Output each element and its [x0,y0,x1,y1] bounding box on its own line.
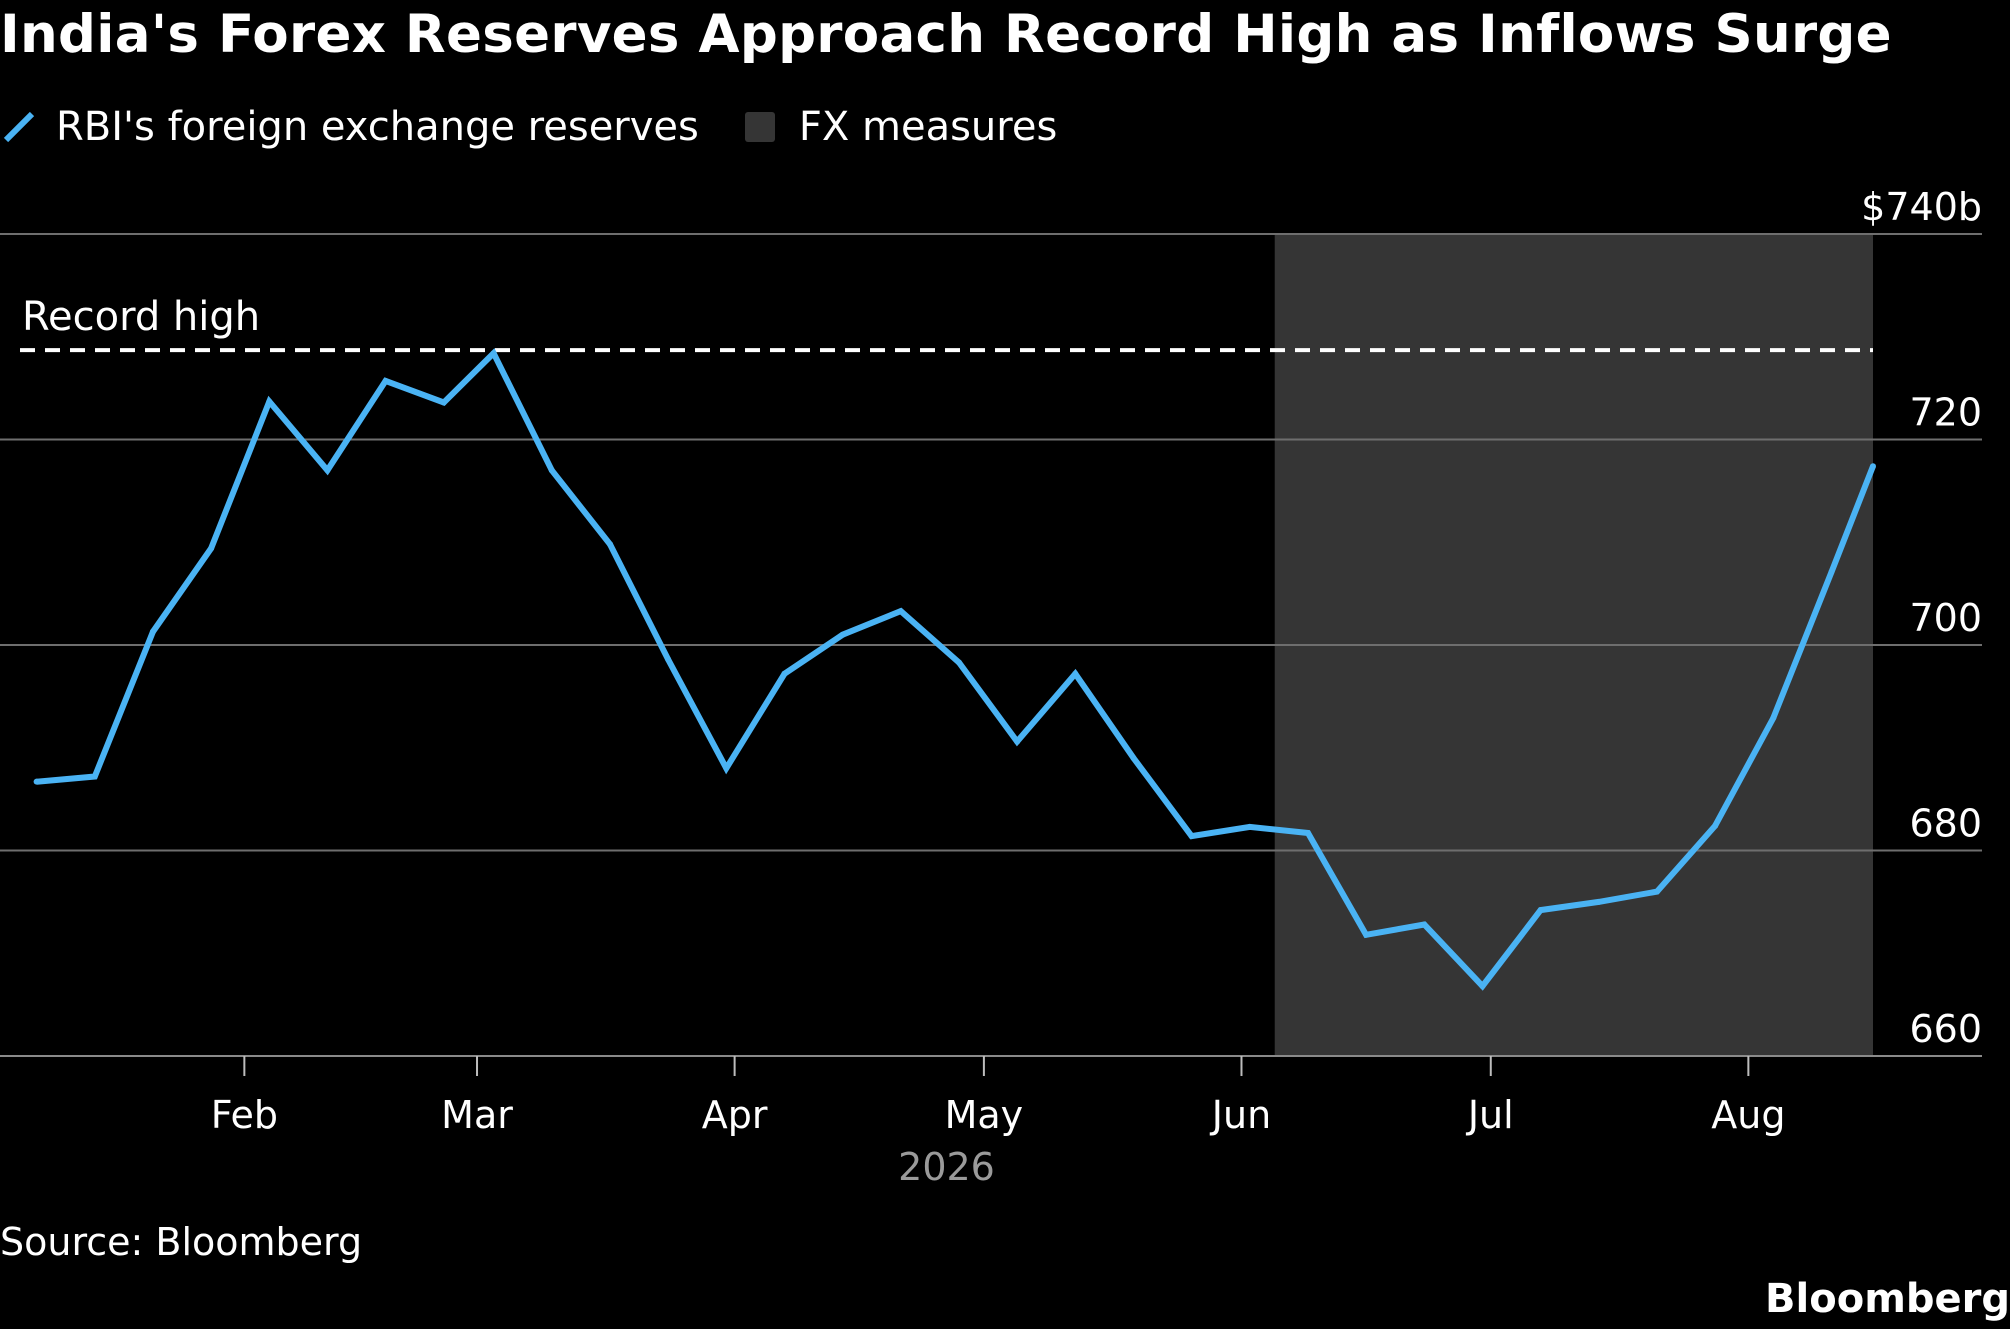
data-point [723,765,730,772]
chart-title: India's Forex Reserves Approach Record H… [0,4,1892,65]
reference-layer: Record high [20,294,1873,353]
data-point [382,377,389,384]
data-point [781,670,788,677]
legend-label-fx-measures: FX measures [798,104,1058,150]
data-point [33,778,40,785]
x-tick-label: Mar [441,1093,513,1137]
record-high-label: Record high [22,294,260,340]
series-layer [33,348,1876,991]
data-point [665,656,672,663]
data-point [1712,822,1719,829]
legend-item-reserves: RBI's foreign exchange reserves [0,104,699,150]
data-point [1479,983,1486,990]
brand-logo: Bloomberg [1765,1276,2010,1322]
data-point [324,467,331,474]
source-note: Source: Bloomberg [0,1220,363,1264]
legend-shade-swatch [744,112,775,142]
y-tick-label: 700 [1909,596,1982,640]
legend-item-fx-measures: FX measures [744,104,1058,150]
x-tick-label: Aug [1711,1093,1785,1137]
x-tick-label: May [945,1093,1024,1137]
axis-layer: $740b 720 700 680 660 Feb Mar Apr May Jun Jul Aug 20… [211,185,1982,1189]
data-point [1188,833,1195,840]
data-point [1014,738,1021,745]
data-point [208,545,215,552]
data-point [440,399,447,406]
data-point [266,398,273,405]
data-point [1770,714,1777,721]
data-point [1421,921,1428,928]
x-axis-label: 2026 [898,1145,995,1189]
data-point [839,631,846,638]
x-tick-label: Feb [211,1093,278,1137]
data-point [490,350,497,357]
data-point [1363,931,1370,938]
data-point [1828,569,1835,576]
y-tick-label: $740b [1861,185,1982,229]
data-point [1537,907,1544,914]
data-point [1072,670,1079,677]
data-point [1304,830,1311,837]
data-point [897,608,904,615]
data-point [548,467,555,474]
data-point [1246,823,1253,830]
x-tick-label: Jun [1210,1093,1271,1137]
grid-layer [0,233,1982,1057]
data-point [1870,463,1876,470]
data-point [1595,898,1602,905]
y-tick-label: 720 [1909,391,1982,435]
y-tick-label: 680 [1909,802,1982,846]
legend-line-swatch [3,111,35,143]
legend: RBI's foreign exchange reserves FX measu… [0,100,1103,154]
legend-label-reserves: RBI's foreign exchange reserves [56,104,699,150]
data-point [1653,888,1660,895]
y-tick-label: 660 [1909,1007,1982,1051]
data-point [1130,755,1137,762]
data-point [606,541,613,548]
x-tick-label: Jul [1466,1093,1514,1137]
data-point [149,628,156,635]
x-tick-label: Apr [702,1093,768,1137]
data-point [91,773,98,780]
data-point [955,659,962,666]
